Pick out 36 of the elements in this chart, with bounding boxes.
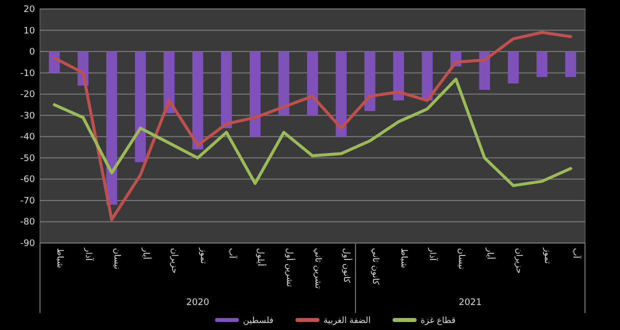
x-tick-label: أيار bbox=[140, 247, 152, 260]
y-tick-label: 20 bbox=[24, 5, 36, 15]
y-tick-label: -30 bbox=[20, 111, 36, 122]
x-tick-label: تموز bbox=[198, 247, 208, 264]
x-tick-label: تموز bbox=[542, 247, 552, 264]
legend-label: فلسطين bbox=[243, 316, 274, 326]
y-tick-label: -70 bbox=[20, 196, 36, 206]
y-tick-label: -20 bbox=[20, 90, 36, 100]
x-tick-label: أيلول bbox=[255, 248, 268, 266]
x-tick-label: تشرين ثاني bbox=[312, 248, 322, 290]
x-tick-label: حزيران bbox=[169, 248, 180, 274]
x-tick-label: نيسان bbox=[456, 248, 466, 270]
y-tick-label: 0 bbox=[29, 48, 36, 58]
x-tick-label: نيسان bbox=[112, 248, 122, 270]
x-tick-label: آذار bbox=[427, 247, 438, 262]
x-tick-label: كانون ثاني bbox=[370, 248, 380, 286]
x-tick-label: شباط bbox=[398, 248, 409, 268]
text: 2021 bbox=[458, 298, 482, 308]
x-tick-label: حزيران bbox=[513, 248, 524, 274]
y-tick-label: -90 bbox=[20, 239, 36, 249]
legend-label: الضفة الغربية bbox=[323, 316, 371, 326]
x-tick-label: تشرين أول bbox=[284, 248, 296, 288]
x-tick-label: أيار bbox=[484, 247, 497, 260]
y-tick-label: 10 bbox=[24, 26, 36, 36]
x-tick-label: آب bbox=[226, 248, 238, 259]
y-tick-label: -10 bbox=[20, 68, 36, 79]
y-tick-label: -40 bbox=[20, 132, 36, 143]
x-tick-label: كانون أول bbox=[341, 248, 354, 284]
x-tick-label: آب bbox=[570, 248, 582, 259]
y-tick-label: -50 bbox=[20, 154, 36, 164]
x-tick-label: شباط bbox=[54, 248, 64, 268]
y-tick-label: -80 bbox=[20, 218, 36, 228]
legend-label: قطاع غزة bbox=[420, 316, 456, 326]
x-tick-label: آذار bbox=[83, 247, 94, 262]
y-tick-label: -60 bbox=[20, 175, 36, 186]
text: 2020 bbox=[186, 298, 210, 308]
